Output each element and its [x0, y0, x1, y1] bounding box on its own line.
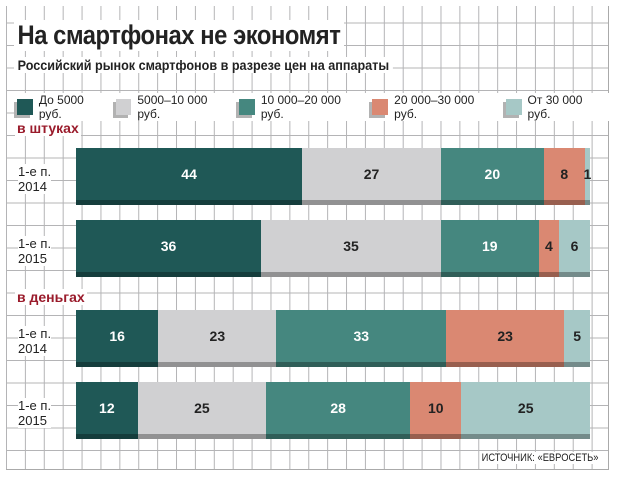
stacked-bar: 16 23 33 23 5	[76, 310, 590, 367]
bar-segment: 4	[538, 220, 560, 277]
bar-segment: 25	[461, 382, 590, 439]
stacked-bar: 12 25 28 10 25	[76, 382, 590, 439]
legend-item: 10 000–20 000 руб.	[238, 93, 366, 121]
bar-segment: 44	[76, 148, 303, 205]
legend-item: До 5000 руб.	[17, 93, 110, 121]
legend: До 5000 руб. 5000–10 000 руб. 10 000–20 00…	[14, 93, 617, 121]
category-label: 1-е п. 2015	[18, 398, 52, 428]
legend-swatch	[505, 99, 522, 115]
bar-segment: 27	[302, 148, 441, 205]
legend-label: От 30 000 руб.	[527, 93, 583, 121]
section-label: в деньгах	[15, 289, 87, 305]
chart-title: На смартфонах не экономят	[14, 20, 344, 51]
bar-segment: 20	[440, 148, 544, 205]
bar-segment: 23	[158, 310, 277, 367]
bar-segment: 10	[410, 382, 462, 439]
bar-segment: 33	[276, 310, 447, 367]
bar-segment: 1	[584, 148, 591, 205]
category-label: 1-е п. 2014	[18, 326, 52, 356]
bar-segment: 6	[559, 220, 590, 277]
stacked-bar: 44 27 20 8 1	[76, 148, 591, 205]
legend-swatch	[372, 99, 389, 115]
category-label: 1-е п. 2014	[18, 164, 52, 194]
legend-label: 20 000–30 000 руб.	[394, 93, 475, 121]
bar-segment: 19	[440, 220, 539, 277]
legend-item: От 30 000 руб.	[505, 93, 608, 121]
section-label: в штуках	[15, 120, 81, 136]
bar-segment: 8	[543, 148, 585, 205]
bar-segment: 5	[564, 310, 590, 367]
bar-segment: 16	[76, 310, 159, 367]
legend-swatch	[115, 99, 132, 115]
legend-item: 20 000–30 000 руб.	[372, 93, 499, 121]
chart-subtitle: Российский рынок смартфонов в разрезе це…	[14, 57, 393, 73]
bar-segment: 35	[261, 220, 441, 277]
legend-swatch	[17, 99, 33, 115]
bar-segment: 12	[76, 382, 138, 439]
legend-swatch	[238, 99, 255, 115]
bar-segment: 23	[446, 310, 565, 367]
legend-label: До 5000 руб.	[38, 93, 84, 121]
legend-label: 5000–10 000 руб.	[137, 93, 208, 121]
category-label: 1-е п. 2015	[18, 236, 52, 266]
stacked-bar: 36 35 19 4 6	[76, 220, 590, 277]
bar-segment: 28	[266, 382, 411, 439]
bar-segment: 36	[76, 220, 262, 277]
bar-segment: 25	[137, 382, 267, 439]
legend-label: 10 000–20 000 руб.	[260, 93, 341, 121]
legend-item: 5000–10 000 руб.	[115, 93, 233, 121]
source-note: ИСТОЧНИК: «ЕВРОСЕТЬ»	[482, 452, 599, 464]
